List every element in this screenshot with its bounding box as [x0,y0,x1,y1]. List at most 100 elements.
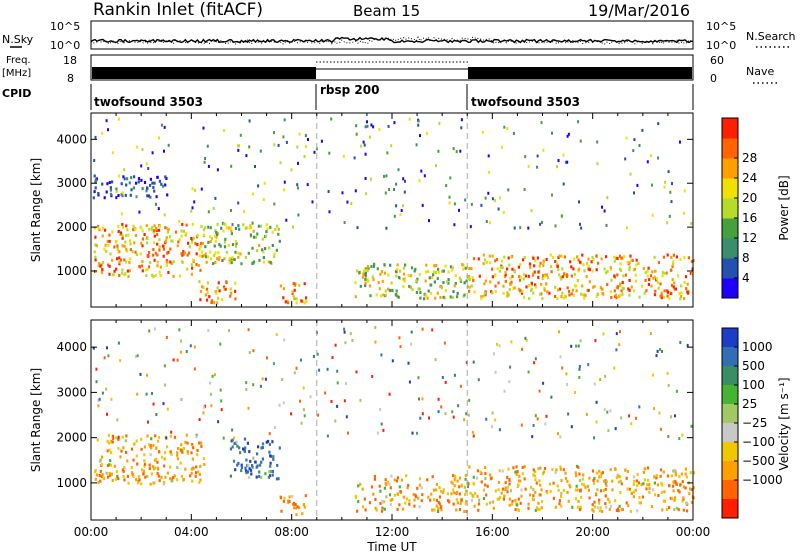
heatmap-cell [399,213,402,217]
heatmap-cell [117,230,120,233]
heatmap-cell [367,279,370,283]
heatmap-cell [672,262,675,266]
heatmap-cell [599,506,602,510]
heatmap-cell [293,288,296,292]
heatmap-cell [599,475,602,479]
heatmap-cell [672,480,675,484]
heatmap-cell [111,440,114,444]
heatmap-cell [123,478,126,482]
y-tick-label: 1000 [56,264,87,278]
heatmap-cell [452,502,455,506]
heatmap-cell [234,244,238,248]
heatmap-cell [477,508,480,512]
heatmap-cell [144,475,147,479]
heatmap-cell [518,278,522,282]
heatmap-cell [563,255,566,259]
heatmap-cell [273,252,276,256]
heatmap-cell [109,252,112,256]
heatmap-cell [479,470,482,474]
heatmap-cell [518,479,521,483]
heatmap-cell [245,381,248,385]
heatmap-cell [215,235,218,239]
heatmap-cell [513,270,516,274]
heatmap-cell [214,261,217,264]
heatmap-cell [101,268,104,272]
heatmap-cell [147,265,151,269]
heatmap-cell [494,370,497,374]
heatmap-cell [592,285,595,289]
heatmap-cell [356,269,359,273]
heatmap-cell [269,261,272,264]
heatmap-cell [186,451,189,455]
heatmap-cell [593,382,596,386]
heatmap-cell [118,250,121,253]
heatmap-cell [182,478,185,482]
heatmap-cell [434,296,437,300]
heatmap-cell [456,501,459,505]
heatmap-cell [243,450,247,453]
heatmap-cell [534,259,537,263]
colorbar-swatch [722,461,738,481]
heatmap-cell [662,255,665,259]
heatmap-cell [595,400,598,404]
heatmap-cell [396,267,399,271]
heatmap-cell [245,458,248,462]
heatmap-cell [597,501,600,505]
heatmap-cell [620,256,623,260]
heatmap-cell [647,478,650,482]
heatmap-cell [199,289,203,293]
heatmap-cell [252,383,255,387]
heatmap-cell [130,466,133,469]
heatmap-cell [501,469,504,473]
heatmap-cell [121,191,124,195]
heatmap-cell [163,364,166,368]
heatmap-cell [130,447,134,451]
heatmap-cell [154,251,157,255]
heatmap-cell [559,275,562,279]
heatmap-cell [458,476,462,480]
heatmap-cell [615,296,618,300]
heatmap-cell [601,471,604,475]
heatmap-cell [395,269,398,273]
cpid-segment-1: twofsound 3503 [94,95,203,109]
heatmap-cell [508,497,511,501]
heatmap-cell [205,287,209,291]
heatmap-cell [128,239,132,243]
heatmap-cell [142,469,145,473]
heatmap-cell [191,240,194,244]
heatmap-cell [528,262,532,266]
heatmap-cell [425,131,428,135]
heatmap-cell [214,251,217,255]
heatmap-cell [684,467,687,471]
heatmap-cell [638,405,641,409]
heatmap-cell [304,494,307,498]
heatmap-cell [360,144,363,148]
heatmap-cell [446,492,449,496]
heatmap-cell [104,243,107,247]
heatmap-cell [460,126,463,130]
heatmap-cell [132,458,135,462]
heatmap-cell [273,202,276,206]
heatmap-cell [384,293,388,297]
heatmap-cell [571,288,575,292]
colorbar-swatch [722,499,738,519]
heatmap-cell [618,343,621,347]
heatmap-cell [647,266,650,270]
heatmap-cell [508,288,511,291]
heatmap-cell [458,276,461,280]
heatmap-cell [412,493,415,496]
heatmap-cell [108,463,111,467]
heatmap-cell [145,224,148,228]
heatmap-cell [268,432,271,436]
heatmap-cell [511,267,514,271]
heatmap-cell [376,267,379,271]
heatmap-cell [383,500,386,504]
heatmap-cell [683,281,686,284]
heatmap-cell [616,273,619,277]
heatmap-cell [611,479,614,483]
heatmap-cell [354,189,357,193]
y-tick-label: 3000 [56,385,87,399]
heatmap-cell [609,409,612,413]
heatmap-cell [587,265,590,269]
heatmap-cell [523,477,526,481]
